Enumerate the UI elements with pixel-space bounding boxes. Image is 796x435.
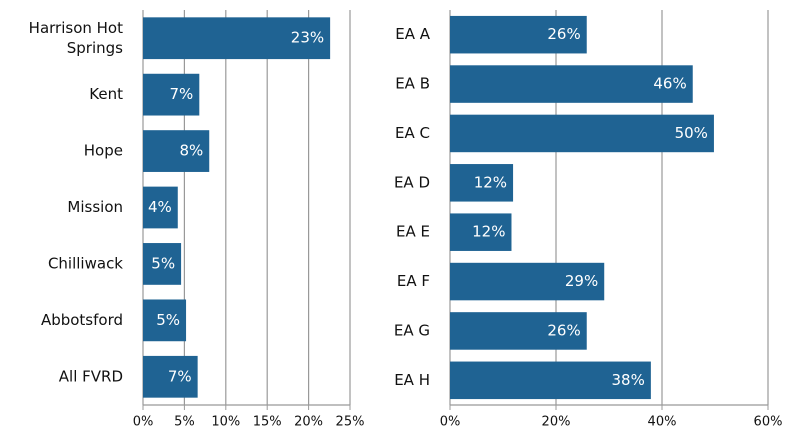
category-label: EA F: [397, 272, 430, 290]
value-label: 7%: [170, 85, 194, 103]
value-label: 7%: [168, 367, 192, 385]
category-label: Kent: [89, 85, 123, 103]
bar: [450, 262, 605, 301]
category-label: EA C: [395, 124, 430, 142]
bar: [450, 114, 714, 153]
value-label: 29%: [565, 272, 598, 290]
value-label: 4%: [148, 198, 172, 216]
x-tick-label: 15%: [253, 415, 282, 430]
bar: [450, 164, 514, 202]
bar: [143, 130, 210, 172]
bar: [143, 186, 178, 229]
bar: [143, 299, 187, 342]
category-label: Mission: [67, 198, 123, 216]
bar-chart: 0% 20% 40% 60% EA A 26% EA B 46% EA C 50% EA D 12% E…: [394, 10, 783, 430]
category-label: EA H: [394, 371, 430, 389]
x-tick-label: 25%: [336, 415, 365, 430]
value-label: 26%: [547, 321, 580, 339]
category-label: Hope: [84, 142, 123, 160]
x-tick-label: 60%: [754, 415, 783, 430]
category-label: Abbotsford: [41, 311, 123, 329]
value-label: 12%: [472, 223, 505, 241]
x-tick-label: 40%: [648, 415, 677, 430]
category-label: EA A: [395, 25, 431, 43]
bar: [450, 312, 587, 350]
value-label: 23%: [291, 29, 324, 47]
category-label: EA B: [395, 75, 430, 93]
bar: [450, 213, 512, 251]
value-label: 26%: [547, 25, 580, 43]
category-label: Harrison Hot Springs: [29, 19, 123, 57]
bar: [143, 243, 182, 285]
value-label: 5%: [156, 311, 180, 329]
category-label: EA E: [396, 223, 430, 241]
category-label: All FVRD: [59, 367, 123, 385]
bar: [450, 65, 693, 103]
value-label: 5%: [151, 254, 175, 272]
value-label: 46%: [653, 75, 686, 93]
bar: [450, 15, 587, 54]
bar: [143, 73, 200, 116]
x-tick-label: 10%: [211, 415, 240, 430]
bar: [143, 17, 331, 60]
category-label: Chilliwack: [48, 254, 123, 272]
bar: [450, 361, 651, 400]
category-label: EA G: [394, 321, 430, 339]
category-label: EA D: [394, 173, 430, 191]
x-tick-label: 20%: [294, 415, 323, 430]
value-label: 12%: [474, 173, 507, 191]
x-tick-label: 20%: [542, 415, 571, 430]
bar-chart: 0% 5% 10% 15% 20% 25% Harrison Hot Springs 23% Ke…: [29, 10, 365, 430]
x-tick-label: 0%: [440, 415, 461, 430]
value-label: 50%: [675, 124, 708, 142]
x-tick-label: 5%: [174, 415, 195, 430]
value-label: 38%: [612, 371, 645, 389]
x-tick-label: 0%: [133, 415, 154, 430]
bar: [143, 355, 198, 398]
value-label: 8%: [179, 142, 203, 160]
